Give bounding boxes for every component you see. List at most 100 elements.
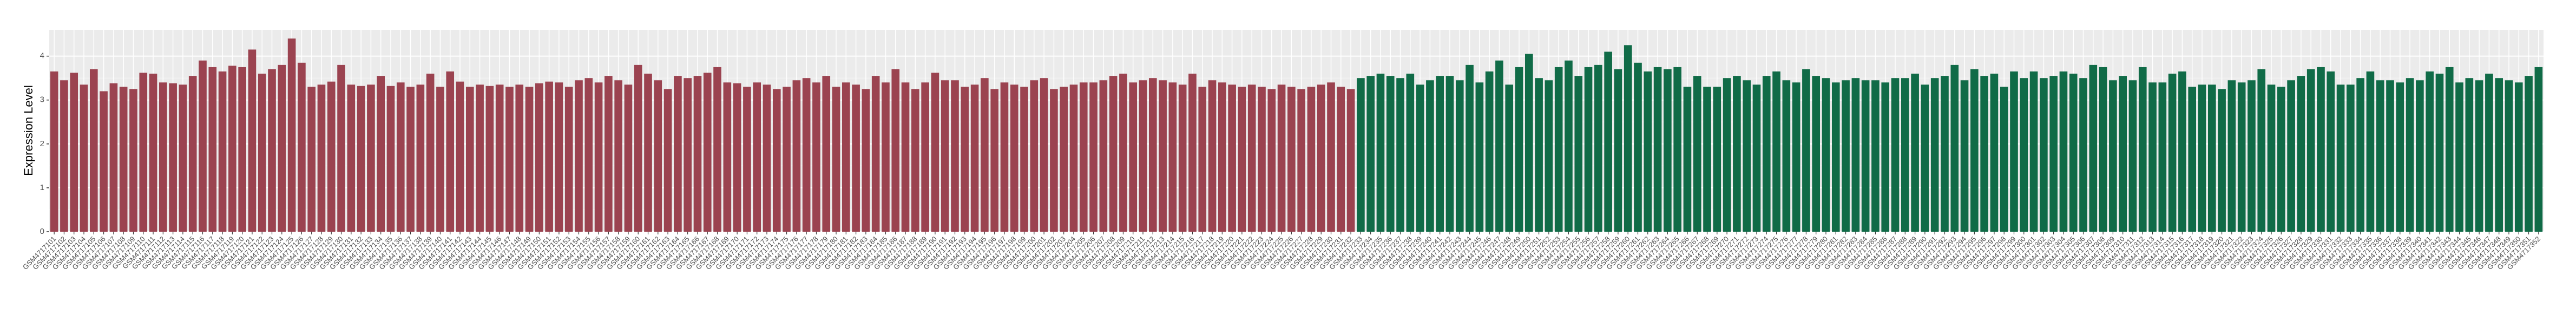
bar — [1376, 74, 1385, 232]
bar — [1574, 76, 1583, 232]
bar — [535, 83, 543, 232]
bar — [1653, 67, 1662, 232]
bar — [594, 82, 603, 232]
bar — [1495, 60, 1503, 232]
bar — [663, 89, 672, 232]
bar — [2138, 67, 2147, 232]
bar — [1247, 84, 1256, 232]
bar — [564, 87, 573, 232]
bar — [386, 86, 395, 232]
bar — [1802, 69, 1810, 232]
bar — [1891, 78, 1900, 232]
bar — [1752, 84, 1761, 232]
bar — [2475, 80, 2483, 232]
bar — [2158, 82, 2167, 232]
bar — [1535, 78, 1543, 232]
bar — [852, 84, 860, 232]
bar — [278, 64, 286, 232]
bar — [871, 76, 880, 232]
bar — [1911, 74, 1919, 232]
bar — [515, 84, 524, 232]
bar — [1871, 80, 1880, 232]
bar — [377, 76, 385, 232]
bar — [822, 76, 831, 232]
bar — [525, 87, 534, 232]
bar — [2426, 71, 2434, 232]
bar — [604, 76, 613, 232]
bar — [1000, 82, 1009, 232]
bar — [1148, 78, 1157, 232]
bar — [298, 62, 306, 232]
bar — [753, 82, 761, 232]
bar — [1060, 87, 1068, 232]
bar — [1664, 69, 1672, 232]
bar — [1960, 80, 1969, 232]
bar — [1822, 78, 1830, 232]
bar — [743, 87, 751, 232]
bar — [2148, 82, 2157, 232]
bar — [1782, 80, 1791, 232]
bar — [1188, 74, 1197, 232]
bar — [1277, 84, 1286, 232]
bar — [1941, 76, 1949, 232]
bar — [693, 76, 702, 232]
bar — [129, 89, 137, 232]
bar — [2455, 82, 2463, 232]
bar — [337, 64, 345, 232]
bar — [1505, 84, 1514, 232]
bar — [238, 67, 246, 232]
bar — [1950, 64, 1959, 232]
bar — [1337, 87, 1345, 232]
bar — [465, 87, 474, 232]
bar — [2257, 69, 2266, 232]
bar — [2168, 74, 2177, 232]
bar — [2079, 78, 2087, 232]
y-axis-label: Expression Level — [22, 85, 35, 176]
bar — [119, 87, 128, 232]
bar — [1030, 80, 1039, 232]
bar — [179, 84, 187, 232]
bar — [1010, 84, 1018, 232]
bar — [2059, 71, 2068, 232]
bar — [456, 81, 464, 232]
bar — [624, 84, 633, 232]
bar — [416, 84, 425, 232]
y-tick-label: 4 — [40, 51, 44, 61]
bar — [1198, 87, 1207, 232]
bar — [1307, 87, 1316, 232]
bar — [317, 84, 326, 232]
bar — [1218, 82, 1226, 232]
bar — [505, 87, 514, 232]
bar — [2049, 76, 2058, 232]
bar — [1545, 80, 1553, 232]
bar — [1109, 76, 1118, 232]
bar — [772, 89, 781, 232]
bar — [812, 82, 820, 232]
bar — [1861, 80, 1870, 232]
bar — [307, 87, 316, 232]
bar — [1445, 76, 1454, 232]
bar — [951, 80, 959, 232]
bar — [188, 76, 197, 232]
bar — [1238, 87, 1246, 232]
bar — [1159, 80, 1167, 232]
bar — [1733, 76, 1741, 232]
bar — [1515, 67, 1523, 232]
bar — [2445, 67, 2454, 232]
bar — [1139, 80, 1147, 232]
bar — [1792, 82, 1800, 232]
bar — [1297, 89, 1305, 232]
bar — [674, 76, 682, 232]
bar — [723, 82, 732, 232]
bar — [1812, 76, 1821, 232]
bar — [2218, 89, 2226, 232]
bar — [1524, 54, 1533, 232]
bar — [100, 91, 108, 232]
bar — [2119, 76, 2127, 232]
bar — [1089, 82, 1098, 232]
bar — [783, 87, 791, 232]
bar — [1079, 82, 1088, 232]
bar — [2416, 80, 2424, 232]
bar — [1466, 64, 1474, 232]
bar — [842, 82, 850, 232]
